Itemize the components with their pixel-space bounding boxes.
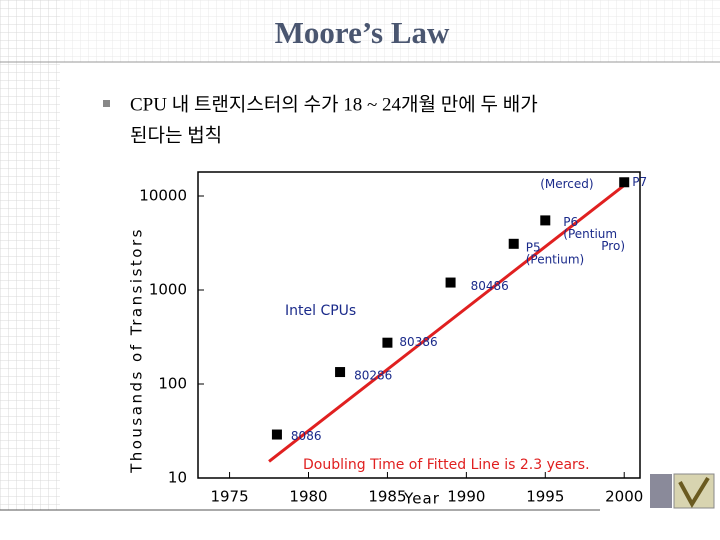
logo (650, 474, 672, 508)
grid-strip (0, 0, 60, 510)
point-label: (Pentium (563, 227, 617, 241)
point-label: P6 (563, 215, 578, 229)
x-tick-label: 2000 (605, 488, 643, 506)
x-tick-label: 1980 (289, 488, 327, 506)
bullet-marker (103, 100, 110, 107)
x-tick-label: 1995 (526, 488, 564, 506)
x-tick-label: 1990 (447, 488, 485, 506)
annotation: Intel CPUs (285, 303, 356, 319)
point-label: 80286 (354, 369, 392, 383)
bullet-line: CPU 내 트랜지스터의 수가 18 ~ 24개월 만에 두 배가 (130, 93, 538, 115)
y-tick-label: 10 (168, 469, 187, 487)
data-point (445, 277, 456, 288)
data-point (619, 177, 630, 188)
annotation: Doubling Time of Fitted Line is 2.3 year… (303, 457, 590, 473)
point-label: P5 (526, 240, 541, 254)
point-label: Pro) (601, 239, 625, 253)
data-point (271, 429, 282, 440)
data-point (335, 367, 346, 378)
data-point (540, 215, 551, 226)
x-tick-label: 1975 (210, 488, 248, 506)
logo (678, 476, 710, 508)
data-point (508, 238, 519, 249)
point-label: 80386 (399, 335, 437, 349)
y-tick-label: 1000 (149, 280, 187, 298)
bullet-line: 된다는 법칙 (130, 124, 222, 146)
point-label: 80486 (471, 279, 509, 293)
plot-frame (197, 171, 641, 479)
point-label: (Merced) (540, 177, 593, 191)
x-tick-label: 1985 (368, 488, 406, 506)
point-label: 8086 (291, 429, 322, 443)
chart: 10 100 1000 10000 1975 1980 1985 1990 1995 2000 Ye… (128, 175, 648, 508)
grid-header (60, 0, 720, 62)
x-axis-label: Year (403, 490, 440, 508)
y-axis-label: Thousands of Transistors (128, 227, 146, 474)
title: Moore’s Law (275, 15, 450, 50)
data-point (382, 337, 393, 348)
fit-line (268, 184, 626, 463)
point-label: P7 (632, 175, 647, 189)
point-label: (Pentium) (526, 252, 585, 266)
y-tick-label: 100 (158, 374, 187, 392)
y-tick-label: 10000 (139, 186, 187, 204)
